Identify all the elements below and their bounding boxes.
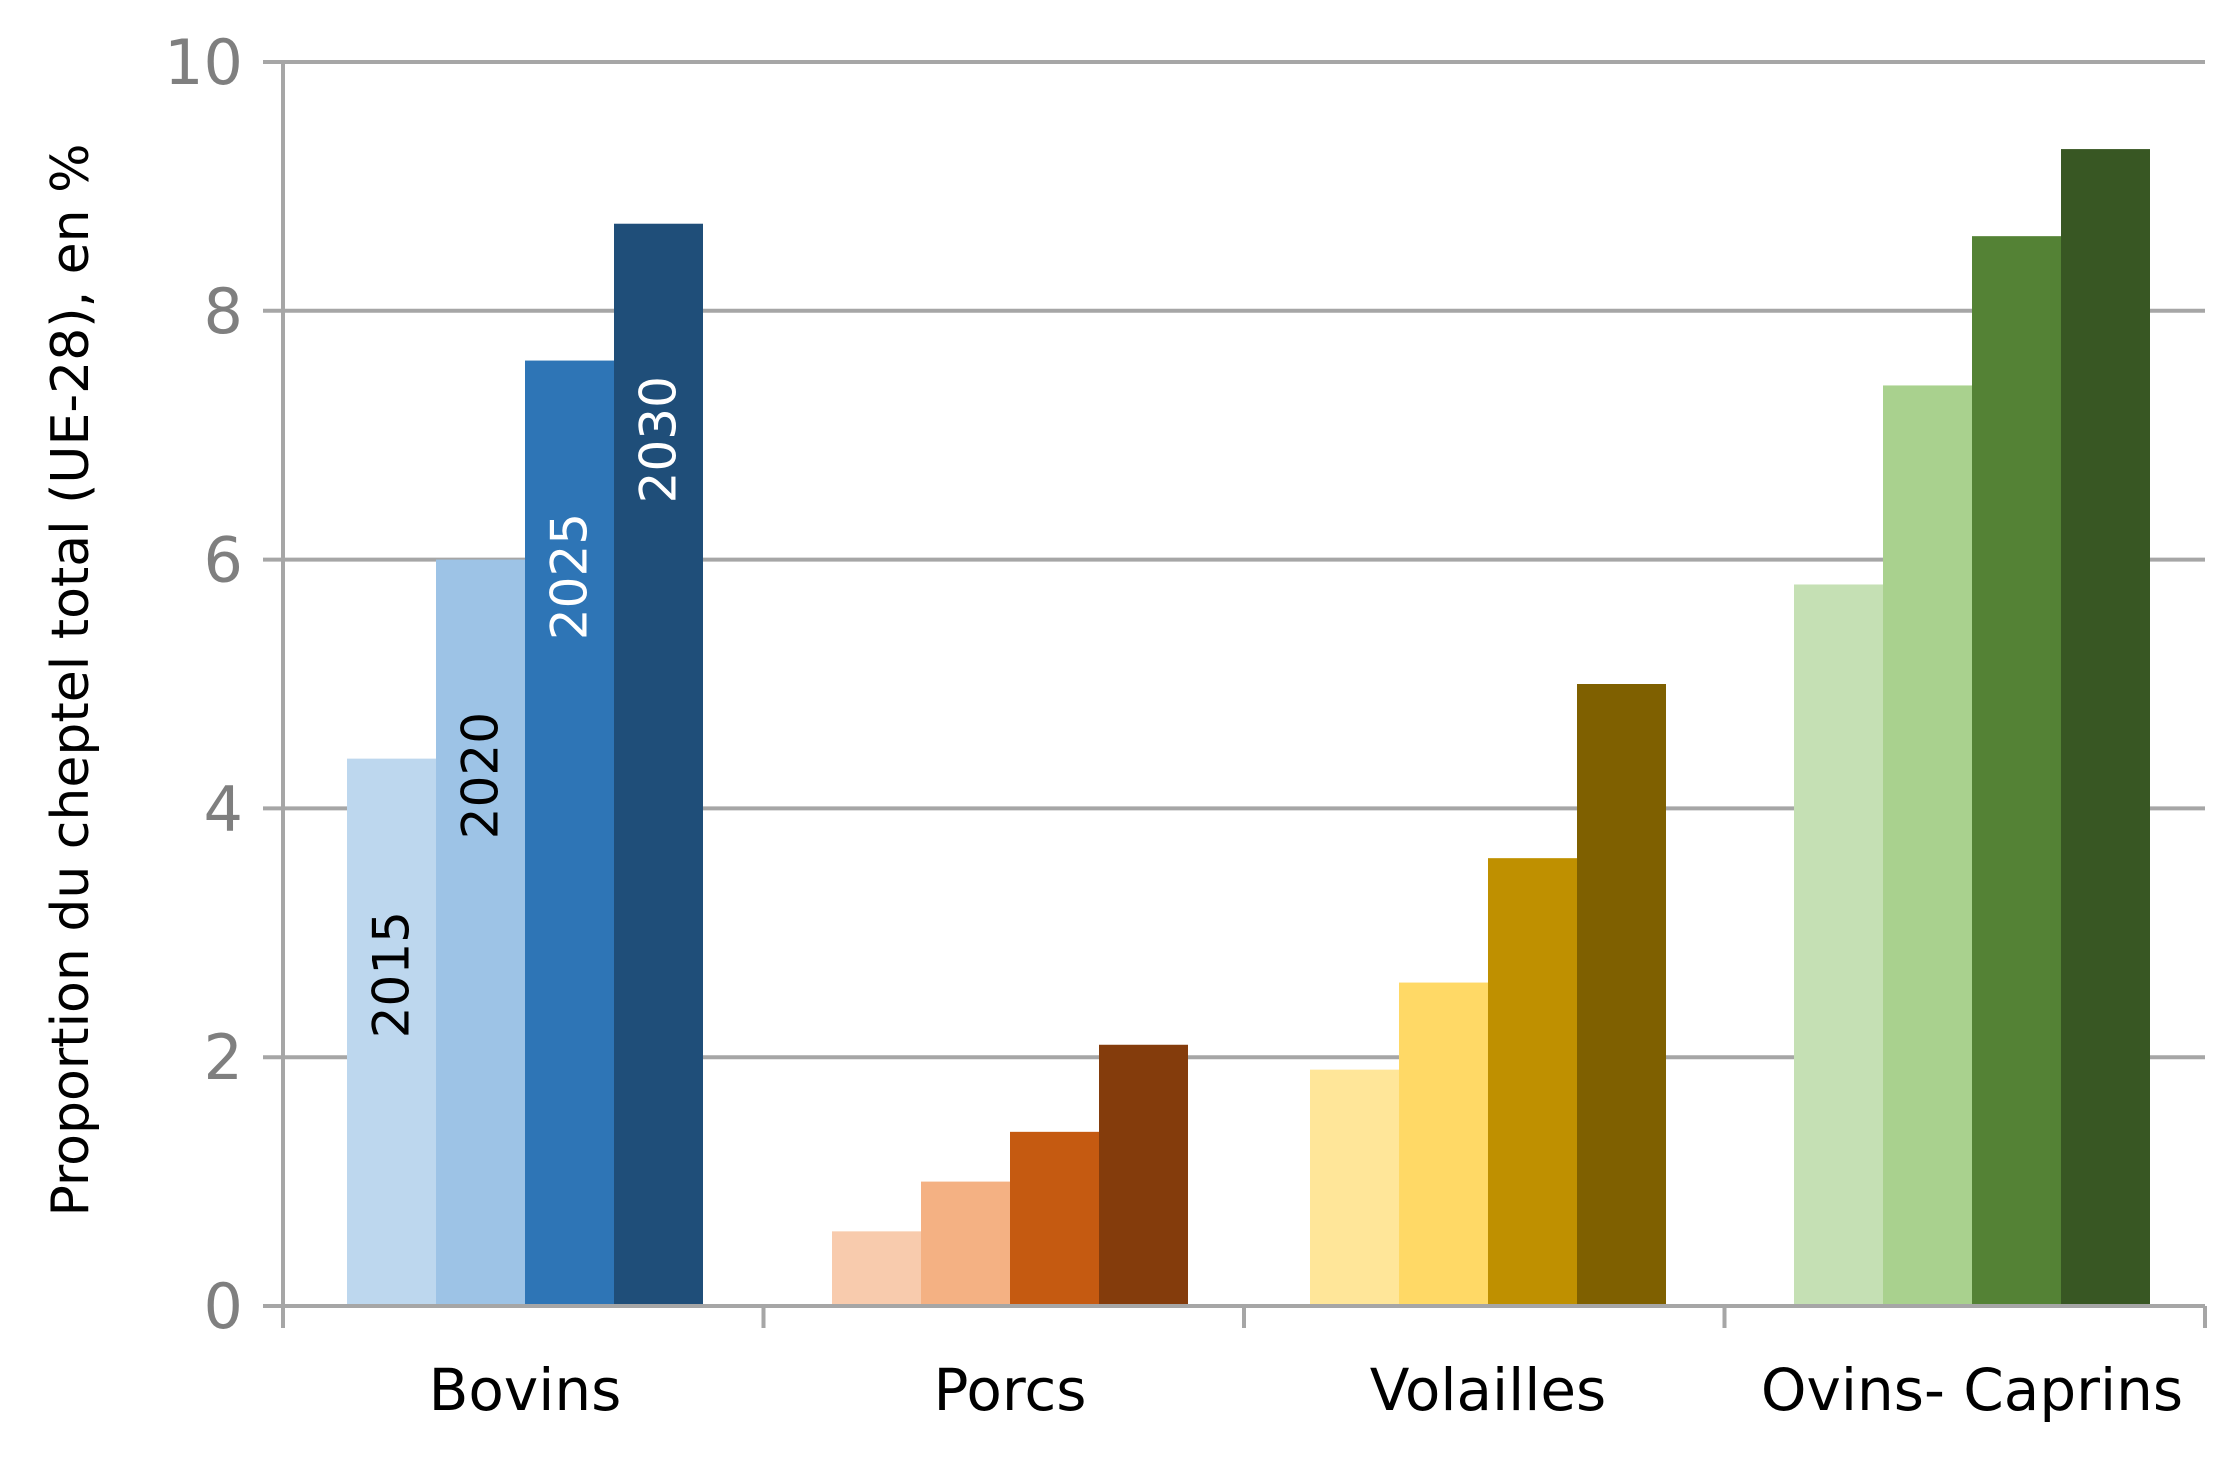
- bar-volailles-2030: [1577, 684, 1666, 1306]
- series-label-2020: 2020: [452, 712, 510, 839]
- bar-porcs-2020: [921, 1181, 1010, 1306]
- category-label: Porcs: [933, 1356, 1086, 1424]
- y-axis-title: Proportion du cheptel total (UE-28), en …: [41, 143, 101, 1216]
- bar-bovins-2025: [525, 360, 614, 1306]
- bar-bovins-2015: [347, 758, 436, 1306]
- y-tick-label: 8: [204, 275, 243, 348]
- y-tick-label: 10: [164, 26, 243, 99]
- bar-volailles-2020: [1399, 982, 1488, 1306]
- y-tick-label: 2: [204, 1021, 243, 1094]
- category-label: Volailles: [1370, 1356, 1607, 1424]
- bar-volailles-2015: [1310, 1069, 1399, 1306]
- bar-bovins-2030: [614, 223, 703, 1307]
- y-tick-label: 4: [204, 772, 243, 845]
- y-tick-label: 6: [204, 524, 243, 597]
- series-label-2030: 2030: [630, 376, 688, 503]
- bar-ovins-caprins-2020: [1883, 385, 1972, 1306]
- category-label: Bovins: [429, 1356, 622, 1424]
- y-tick-label: 0: [204, 1270, 243, 1343]
- labels: 0 2 4 6 8 10 2015 2020 2025 2030 Bovins Porcs Volail…: [164, 26, 2183, 1424]
- bar-ovins-caprins-2015: [1794, 584, 1883, 1306]
- bars: [347, 149, 2150, 1307]
- bar-bovins-2020: [436, 559, 525, 1306]
- bar-porcs-2015: [832, 1231, 921, 1306]
- axes: [263, 60, 2207, 1328]
- bar-porcs-2025: [1010, 1131, 1099, 1306]
- bar-ovins-caprins-2025: [1972, 236, 2061, 1306]
- bar-ovins-caprins-2030: [2061, 149, 2150, 1307]
- series-label-2025: 2025: [541, 513, 599, 640]
- bar-porcs-2030: [1099, 1044, 1188, 1306]
- series-label-2015: 2015: [363, 911, 421, 1038]
- bar-volailles-2025: [1488, 858, 1577, 1306]
- category-label: Ovins- Caprins: [1761, 1356, 2183, 1424]
